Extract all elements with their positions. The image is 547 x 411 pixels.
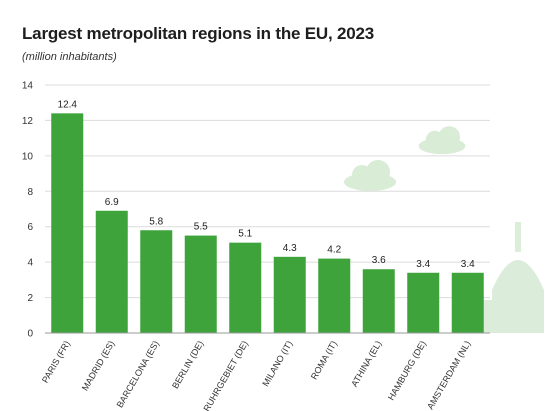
data-label: 5.1 xyxy=(238,229,252,240)
data-label: 5.5 xyxy=(194,222,208,233)
building-decoration xyxy=(479,222,544,333)
x-tick-label: BARCELONA (ES) xyxy=(115,339,161,409)
bar xyxy=(184,235,217,333)
y-tick-label: 0 xyxy=(27,329,33,340)
bar xyxy=(140,230,173,333)
data-label: 12.4 xyxy=(58,99,78,110)
cloud-decoration xyxy=(418,126,466,155)
y-tick-label: 12 xyxy=(22,116,34,127)
data-label: 5.8 xyxy=(149,216,163,227)
bars xyxy=(51,113,484,333)
bar xyxy=(51,113,84,333)
x-tick-label: ROMA (IT) xyxy=(309,339,339,381)
y-tick-label: 6 xyxy=(27,222,33,233)
bar xyxy=(318,258,351,333)
x-tick-label: BERLIN (DE) xyxy=(170,339,205,390)
x-axis: PARIS (FR) MADRID (ES)BARCELONA (ES) BERLI… xyxy=(40,332,490,411)
x-tick-label: HAMBURG (DE) xyxy=(386,339,428,402)
x-tick-label: ATHINA (EL) xyxy=(349,339,383,388)
chart-title: Largest metropolitan regions in the EU, … xyxy=(22,24,375,43)
y-tick-label: 2 xyxy=(27,293,33,304)
data-label: 3.4 xyxy=(461,259,475,270)
y-axis: 0 2 4 6 8 10 12 14 xyxy=(22,81,34,340)
bar xyxy=(407,272,440,333)
chart-subtitle: (million inhabitants) xyxy=(22,51,117,63)
y-tick-label: 8 xyxy=(27,187,33,198)
x-tick-label: MILANO (IT) xyxy=(260,339,294,388)
y-tick-label: 4 xyxy=(27,258,33,269)
y-tick-label: 14 xyxy=(22,81,34,92)
value-labels: 12.4 6.9 5.8 5.5 5.1 4.3 4.2 3.6 3.4 3.4 xyxy=(58,99,476,269)
cloud-decoration xyxy=(344,160,396,191)
bar xyxy=(229,242,262,333)
x-tick-label: PARIS (FR) xyxy=(40,339,72,385)
data-label: 6.9 xyxy=(105,197,119,208)
decorative-skyline xyxy=(344,126,544,333)
data-label: 3.6 xyxy=(372,255,386,266)
bar xyxy=(451,272,484,333)
bar xyxy=(273,256,306,333)
data-label: 4.2 xyxy=(327,245,341,256)
data-label: 3.4 xyxy=(416,259,430,270)
x-tick-label: AMSTERDAM (NL) xyxy=(425,339,472,411)
bar xyxy=(362,269,395,333)
x-tick-label: MADRID (ES) xyxy=(80,339,117,392)
y-tick-label: 10 xyxy=(22,151,34,162)
x-tick-label: RUHRGEBIET (DE) xyxy=(201,339,250,411)
data-label: 4.3 xyxy=(283,243,297,254)
bar xyxy=(95,210,128,333)
